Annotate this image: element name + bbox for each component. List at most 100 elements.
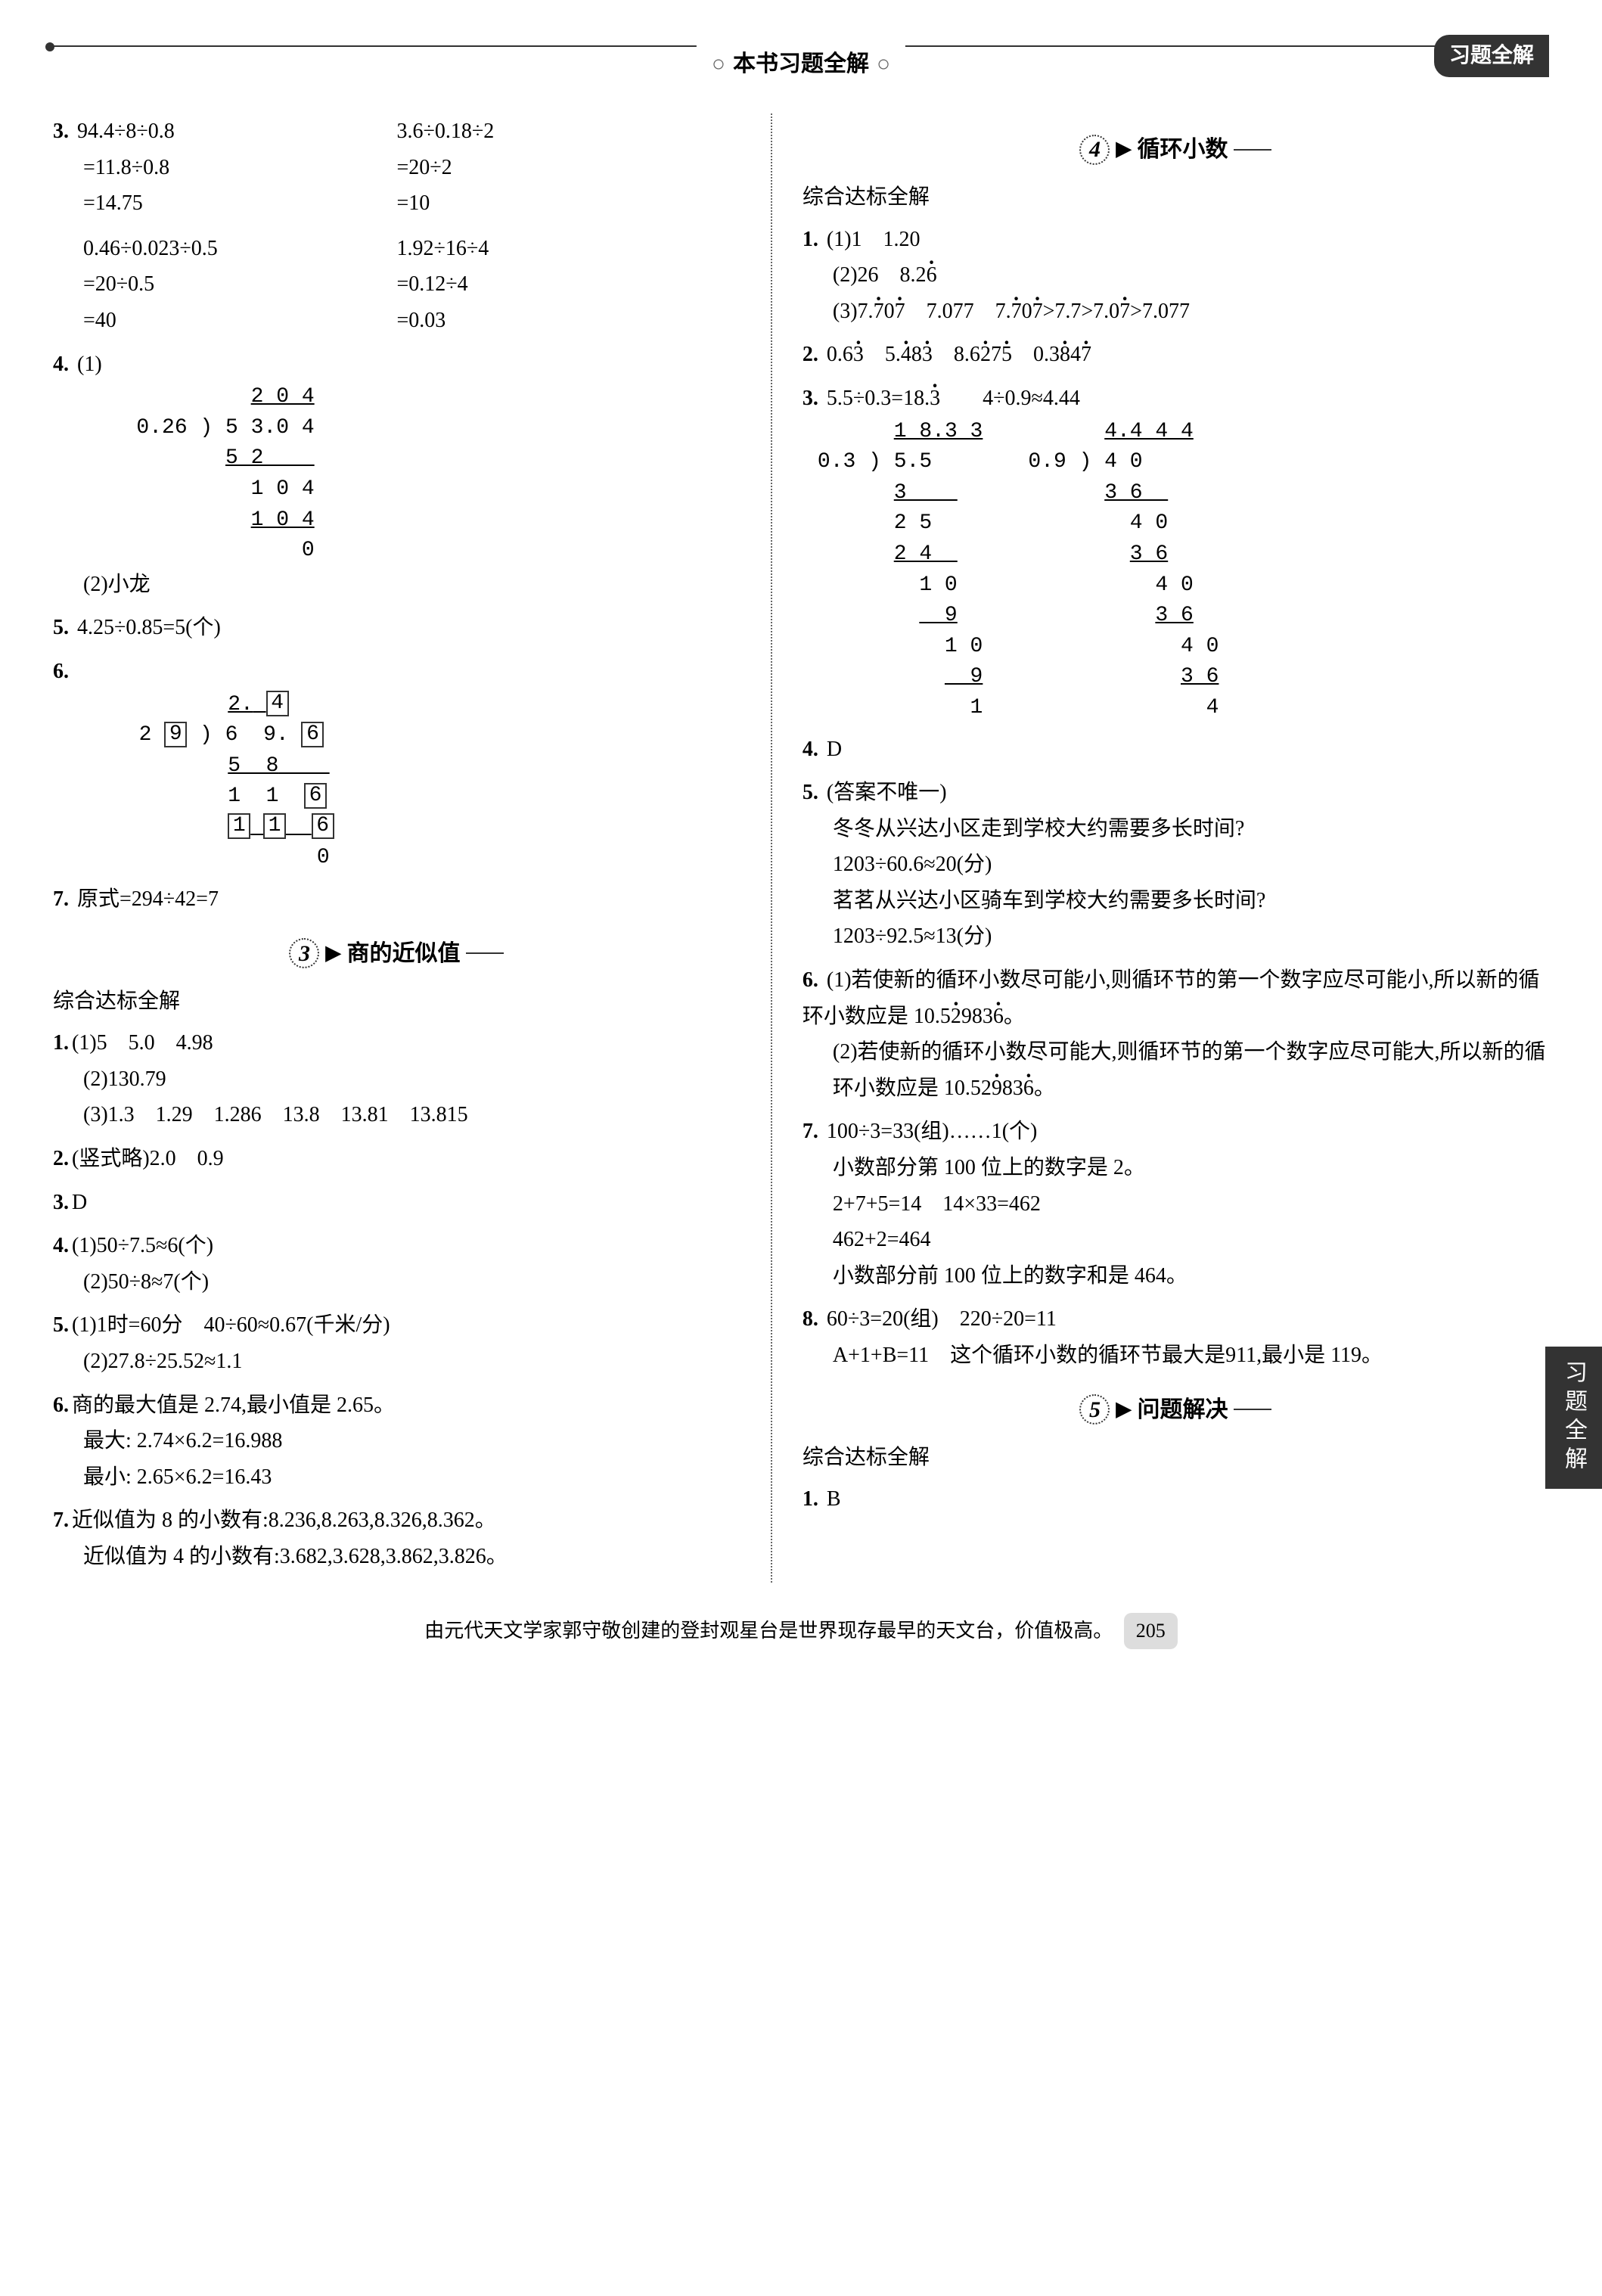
rq1-3d1: 7 bbox=[874, 300, 884, 323]
section3-item: 1.(1)5 5.0 4.98(2)130.79(3)1.3 1.29 1.28… bbox=[53, 1025, 740, 1133]
side-tab: 习题全解 bbox=[1545, 1347, 1602, 1489]
item-num: 5. bbox=[53, 1307, 69, 1344]
q6-dd: 6 9. bbox=[225, 723, 289, 747]
q6-qb: 4 bbox=[266, 691, 289, 716]
rq1-3h: >7.077 bbox=[1130, 300, 1190, 323]
section3-item: 6.商的最大值是 2.74,最小值是 2.65。最大: 2.74×6.2=16.… bbox=[53, 1387, 740, 1496]
item-line: (1)5 5.0 4.98 bbox=[72, 1031, 213, 1055]
item-line: 商的最大值是 2.74,最小值是 2.65。 bbox=[72, 1393, 395, 1417]
rq5-l4: 1203÷92.5≈13(分) bbox=[803, 918, 1549, 955]
q7-num: 7. bbox=[53, 881, 69, 918]
item-num: 4. bbox=[53, 1228, 69, 1264]
rq4: 4. D bbox=[803, 732, 1549, 768]
q3-l6: =40 bbox=[53, 303, 396, 339]
rq2-a: 0.6 bbox=[827, 343, 853, 366]
rq3-div1: 1 8.3 3 0.3 ) 5.5 3 2 5 2 4 1 0 9 1 0 9 … bbox=[818, 417, 983, 724]
q3-r3: =10 bbox=[396, 185, 740, 222]
section4-num: 4 bbox=[1079, 135, 1110, 165]
rq1-l2d: 6 bbox=[927, 263, 937, 287]
item-num: 2. bbox=[53, 1141, 69, 1177]
section3-title: 商的近似值 bbox=[346, 934, 460, 973]
item-line: (2)50÷8≈7(个) bbox=[53, 1264, 740, 1300]
rq8: 8. 60÷3=20(组) 220÷20=11 A+1+B=11 这个循环小数的… bbox=[803, 1301, 1549, 1373]
q3-l3: =14.75 bbox=[53, 185, 396, 222]
rq4-num: 4. bbox=[803, 732, 818, 768]
rq7-l4: 462+2=464 bbox=[803, 1222, 1549, 1258]
q3-r6: =0.03 bbox=[396, 303, 740, 339]
rq5-l3: 茗茗从兴达小区骑车到学校大约需要多长时间? bbox=[803, 883, 1549, 919]
rq2-d2b: 3 bbox=[922, 343, 933, 366]
q3-r2: =20÷2 bbox=[396, 150, 740, 186]
rq1-num: 1. bbox=[803, 222, 818, 258]
q6-r4c: 6 bbox=[312, 813, 334, 839]
rq5-num: 5. bbox=[803, 775, 818, 811]
section5-line bbox=[1234, 1409, 1271, 1410]
item-line: (竖式略)2.0 0.9 bbox=[72, 1147, 224, 1170]
page-number: 205 bbox=[1124, 1613, 1178, 1649]
rq6-1d1: 2 bbox=[951, 1005, 961, 1028]
item-num: 6. bbox=[53, 1387, 69, 1424]
rq2: 2. 0.63 5.483 8.6275 0.3847 bbox=[803, 337, 1549, 373]
rq8-num: 8. bbox=[803, 1301, 818, 1338]
rq2-num: 2. bbox=[803, 337, 818, 373]
rq7-l5: 小数部分前 100 位上的数字和是 464。 bbox=[803, 1258, 1549, 1294]
rq6-1d2: 6 bbox=[993, 1005, 1004, 1028]
rq8-l1: 60÷3=20(组) 220÷20=11 bbox=[827, 1307, 1057, 1331]
content-columns: 3. 94.4÷8÷0.8 =11.8÷0.8 =14.75 0.46÷0.02… bbox=[53, 113, 1549, 1583]
rq3: 3. 5.5÷0.3=18.3 4÷0.9≈4.44 1 8.3 3 0.3 )… bbox=[803, 381, 1549, 724]
item-line: 最小: 2.65×6.2=16.43 bbox=[53, 1459, 740, 1496]
header-badge: 习题全解 bbox=[1434, 35, 1549, 77]
q4-longdiv: 2 0 4 0.26 ) 5 3.0 4 5 2 1 0 4 1 0 4 0 bbox=[98, 382, 740, 567]
rq2-b: 5. bbox=[864, 343, 901, 366]
rq6-2c: 。 bbox=[1034, 1077, 1055, 1100]
rq3-e1: 5.5÷0.3=18. bbox=[827, 387, 930, 410]
item-line: 近似值为 8 的小数有:8.236,8.263,8.326,8.362。 bbox=[72, 1508, 496, 1532]
arrow-icon: ▶ bbox=[325, 937, 340, 970]
rq1-l1: (1)1 1.20 bbox=[827, 228, 921, 251]
rq1-3g: 7 bbox=[1119, 300, 1130, 323]
rq2-c: 8.6 bbox=[933, 343, 980, 366]
section3-head: 3 ▶ 商的近似值 bbox=[53, 934, 740, 973]
section5-subhead: 综合达标全解 bbox=[803, 1440, 1549, 1476]
q3: 3. 94.4÷8÷0.8 =11.8÷0.8 =14.75 0.46÷0.02… bbox=[53, 113, 740, 339]
item-line: (1)1时=60分 40÷60≈0.67(千米/分) bbox=[72, 1313, 390, 1337]
rq6-1a: (1)若使新的循环小数尽可能小,则循环节的第一个数字应尽可能小,所以新的循环小数… bbox=[803, 968, 1540, 1028]
rq2-d2a: 4 bbox=[901, 343, 911, 366]
item-line: (2)27.8÷25.52≈1.1 bbox=[53, 1344, 740, 1380]
item-num: 3. bbox=[53, 1185, 69, 1221]
q3-l5: =20÷0.5 bbox=[53, 266, 396, 303]
q4: 4. (1) 2 0 4 0.26 ) 5 3.0 4 5 2 1 0 4 1 … bbox=[53, 346, 740, 603]
footer-text: 由元代天文学家郭守敬创建的登封观星台是世界现存最早的天文台，价值极高。 bbox=[424, 1620, 1113, 1642]
arrow-icon: ▶ bbox=[1116, 1393, 1131, 1426]
item-line: (3)1.3 1.29 1.286 13.8 13.81 13.815 bbox=[53, 1097, 740, 1133]
q7: 7. 原式=294÷42=7 bbox=[53, 881, 740, 918]
rq7-l3: 2+7+5=14 14×33=462 bbox=[803, 1186, 1549, 1223]
q6-r3p: 1 1 bbox=[228, 784, 278, 808]
q6-ddb: 6 bbox=[301, 722, 324, 747]
section3-item: 3.D bbox=[53, 1185, 740, 1221]
section5-num: 5 bbox=[1079, 1394, 1110, 1425]
rq2-d3b: 5 bbox=[1001, 343, 1012, 366]
q6-num: 6. bbox=[53, 654, 69, 690]
rq5-l1: 冬冬从兴达小区走到学校大约需要多长时间? bbox=[803, 811, 1549, 847]
column-divider bbox=[771, 113, 772, 1583]
rq6-num: 6. bbox=[803, 962, 818, 999]
section3-items: 1.(1)5 5.0 4.98(2)130.79(3)1.3 1.29 1.28… bbox=[53, 1025, 740, 1574]
q3-r5: =0.12÷4 bbox=[396, 266, 740, 303]
q6-r4a: 1 bbox=[228, 813, 250, 839]
rq5-l2: 1203÷60.6≈20(分) bbox=[803, 847, 1549, 883]
item-num: 1. bbox=[53, 1025, 69, 1061]
rq7-l1: 100÷3=33(组)……1(个) bbox=[827, 1120, 1037, 1143]
header-title: 本书习题全解 bbox=[697, 45, 905, 83]
section3-item: 2.(竖式略)2.0 0.9 bbox=[53, 1141, 740, 1177]
rq6-2d1: 9 bbox=[992, 1077, 1002, 1100]
section4-head: 4 ▶ 循环小数 bbox=[803, 130, 1549, 169]
rq5: 5. (答案不唯一) 冬冬从兴达小区走到学校大约需要多长时间? 1203÷60.… bbox=[803, 775, 1549, 955]
q3-num: 3. bbox=[53, 113, 69, 150]
rq1-l2: (2)26 8.26 bbox=[803, 257, 1549, 294]
rq1: 1. (1)1 1.20 (2)26 8.26 (3)7.77007 7.077… bbox=[803, 222, 1549, 330]
section4-subhead: 综合达标全解 bbox=[803, 179, 1549, 216]
q6-r5: 0 bbox=[317, 846, 330, 869]
rq7-num: 7. bbox=[803, 1114, 818, 1150]
item-num: 7. bbox=[53, 1502, 69, 1539]
